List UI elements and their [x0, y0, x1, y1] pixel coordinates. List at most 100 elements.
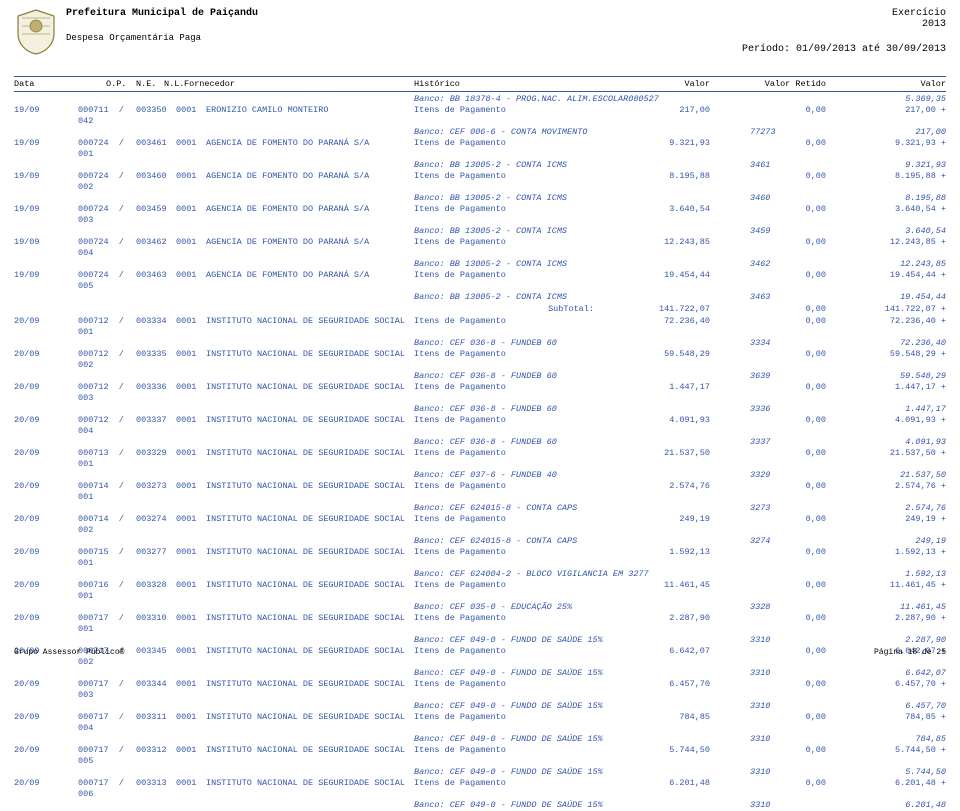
- table-row: 19/09000724 / 0050034630001AGENCIA DE FO…: [14, 270, 946, 292]
- cell-valor-total: 9.321,93 +: [826, 138, 946, 160]
- cell-op: 000724 / 003: [78, 204, 136, 226]
- bank-line: Banco: CEF 036-8 - FUNDEB 60363959.548,2…: [14, 371, 946, 382]
- bank-num: 77273: [710, 127, 830, 138]
- table-row: 19/09000724 / 0040034620001AGENCIA DE FO…: [14, 237, 946, 259]
- cell-data: 20/09: [14, 679, 78, 701]
- cell-fornecedor: INSTITUTO NACIONAL DE SEGURIDADE SOCIAL: [206, 712, 414, 734]
- col-valor-total: Valor: [826, 79, 946, 89]
- cell-historico: Itens de Pagamento: [414, 613, 594, 635]
- cell-nl: 0001: [176, 138, 206, 160]
- cell-valor-total: 6.201,48 +: [826, 778, 946, 800]
- bank-line: Banco: CEF 035-0 - EDUCAÇÃO 25%332811.46…: [14, 602, 946, 613]
- table-row: 20/09000712 / 0040033370001INSTITUTO NAC…: [14, 415, 946, 437]
- subtotal-retido: 0,00: [710, 303, 826, 316]
- cell-nl: 0001: [176, 580, 206, 602]
- report-subtitle: Despesa Orçamentária Paga: [66, 19, 258, 43]
- cell-ne: 003463: [136, 270, 176, 292]
- exercicio-label: Exercício: [742, 8, 946, 19]
- bank-text: Banco: CEF 049-0 - FUNDO DE SAÚDE 15%: [414, 767, 710, 778]
- cell-ne: 003334: [136, 316, 176, 338]
- col-historico: Histórico: [414, 79, 594, 89]
- cell-valor-retido: 0,00: [710, 580, 826, 602]
- cell-data: 19/09: [14, 237, 78, 259]
- bank-val: 6.457,70: [830, 701, 946, 712]
- cell-data: 19/09: [14, 138, 78, 160]
- cell-historico: Itens de Pagamento: [414, 514, 594, 536]
- bank-line: Banco: BB 13005-2 - CONTA ICMS34608.195,…: [14, 193, 946, 204]
- table-row: 19/09000711 / 0420033500001ERONIZIO CAMI…: [14, 105, 946, 127]
- cell-nl: 0001: [176, 171, 206, 193]
- bank-num: 3310: [710, 800, 830, 811]
- page-footer: Grupo Assessor Público® Página 18 de 25: [0, 648, 960, 657]
- cell-valor-total: 11.461,45 +: [826, 580, 946, 602]
- cell-valor: 2.574,76: [594, 481, 710, 503]
- cell-valor-total: 19.454,44 +: [826, 270, 946, 292]
- table-row: 20/09000714 / 0010032730001INSTITUTO NAC…: [14, 481, 946, 503]
- bank-line: Banco: BB 18378-4 - PROG.NAC. ALIM.ESCOL…: [14, 94, 946, 105]
- period-text: Período: 01/09/2013 até 30/09/2013: [742, 30, 946, 55]
- cell-valor-retido: 0,00: [710, 679, 826, 701]
- cell-ne: 003273: [136, 481, 176, 503]
- bank-line: Banco: CEF 624004-2 - BLOCO VIGILANCIA E…: [14, 569, 946, 580]
- cell-op: 000717 / 003: [78, 679, 136, 701]
- cell-fornecedor: INSTITUTO NACIONAL DE SEGURIDADE SOCIAL: [206, 349, 414, 371]
- cell-valor: 2.287,90: [594, 613, 710, 635]
- cell-fornecedor: ERONIZIO CAMILO MONTEIRO: [206, 105, 414, 127]
- bank-val: 6.642,07: [830, 668, 946, 679]
- bank-val: 4.091,93: [830, 437, 946, 448]
- cell-valor: 9.321,93: [594, 138, 710, 160]
- cell-data: 20/09: [14, 547, 78, 569]
- column-header-row: Data O.P. N.E. N.L. Fornecedor Histórico…: [14, 76, 946, 92]
- cell-valor-total: 6.457,70 +: [826, 679, 946, 701]
- cell-op: 000711 / 042: [78, 105, 136, 127]
- table-row: 19/09000724 / 0030034590001AGENCIA DE FO…: [14, 204, 946, 226]
- cell-valor-total: 217,00 +: [826, 105, 946, 127]
- bank-val: 9.321,93: [830, 160, 946, 171]
- bank-val: 784,85: [830, 734, 946, 745]
- bank-val: 5.744,50: [830, 767, 946, 778]
- bank-val: 12.243,85: [830, 259, 946, 270]
- table-row: 20/09000717 / 0050033120001INSTITUTO NAC…: [14, 745, 946, 767]
- cell-op: 000714 / 002: [78, 514, 136, 536]
- bank-line: Banco: CEF 049-0 - FUNDO DE SAÚDE 15%331…: [14, 635, 946, 646]
- bank-text: Banco: CEF 006-6 - CONTA MOVIMENTO: [414, 127, 710, 138]
- cell-nl: 0001: [176, 316, 206, 338]
- bank-line: Banco: CEF 049-0 - FUNDO DE SAÚDE 15%331…: [14, 734, 946, 745]
- cell-valor: 1.592,13: [594, 547, 710, 569]
- cell-nl: 0001: [176, 481, 206, 503]
- cell-valor-total: 8.195,88 +: [826, 171, 946, 193]
- cell-fornecedor: AGENCIA DE FOMENTO DO PARANÁ S/A: [206, 237, 414, 259]
- col-op: O.P.: [106, 79, 136, 89]
- bank-line: Banco: CEF 049-0 - FUNDO DE SAÚDE 15%331…: [14, 767, 946, 778]
- bank-text: Banco: CEF 624015-8 - CONTA CAPS: [414, 536, 710, 547]
- cell-ne: 003335: [136, 349, 176, 371]
- cell-fornecedor: INSTITUTO NACIONAL DE SEGURIDADE SOCIAL: [206, 514, 414, 536]
- bank-val: 249,19: [830, 536, 946, 547]
- cell-ne: 003274: [136, 514, 176, 536]
- bank-text: Banco: BB 13005-2 - CONTA ICMS: [414, 292, 710, 303]
- bank-val: 1.447,17: [830, 404, 946, 415]
- cell-data: 20/09: [14, 514, 78, 536]
- cell-valor-total: 59.548,29 +: [826, 349, 946, 371]
- cell-op: 000712 / 003: [78, 382, 136, 404]
- cell-ne: 003313: [136, 778, 176, 800]
- coat-of-arms-icon: [14, 8, 58, 56]
- bank-val: 59.548,29: [830, 371, 946, 382]
- cell-valor-total: 2.287,90 +: [826, 613, 946, 635]
- cell-valor-retido: 0,00: [710, 448, 826, 470]
- cell-valor-retido: 0,00: [710, 745, 826, 767]
- footer-right: Página 18 de 25: [874, 648, 946, 657]
- cell-valor-total: 784,85 +: [826, 712, 946, 734]
- cell-valor-retido: 0,00: [710, 270, 826, 292]
- cell-data: 19/09: [14, 171, 78, 193]
- bank-val: 72.236,40: [830, 338, 946, 349]
- table-row: 20/09000717 / 0060033130001INSTITUTO NAC…: [14, 778, 946, 800]
- cell-op: 000724 / 001: [78, 138, 136, 160]
- bank-val: 19.454,44: [830, 292, 946, 303]
- bank-line: Banco: CEF 049-0 - FUNDO DE SAÚDE 15%331…: [14, 701, 946, 712]
- cell-fornecedor: INSTITUTO NACIONAL DE SEGURIDADE SOCIAL: [206, 547, 414, 569]
- table-row: 20/09000712 / 0020033350001INSTITUTO NAC…: [14, 349, 946, 371]
- report-body: Banco: BB 18378-4 - PROG.NAC. ALIM.ESCOL…: [14, 92, 946, 811]
- bank-line: Banco: CEF 037-6 - FUNDEB 40332921.537,5…: [14, 470, 946, 481]
- cell-data: 20/09: [14, 580, 78, 602]
